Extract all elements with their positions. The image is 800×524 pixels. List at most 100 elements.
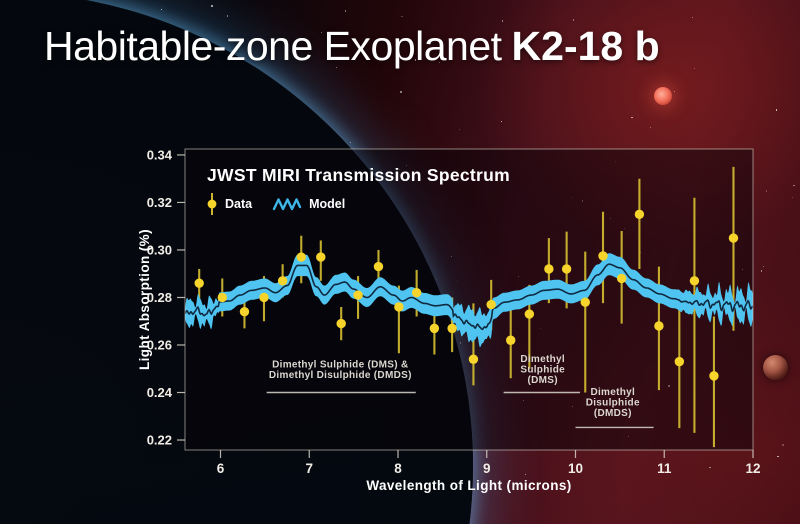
star-dot xyxy=(609,217,611,219)
data-point xyxy=(411,288,422,298)
data-point xyxy=(296,252,306,262)
data-point xyxy=(373,261,384,272)
x-tick-label: 7 xyxy=(305,461,313,476)
x-tick-label: 9 xyxy=(483,461,491,476)
red-dwarf-star-icon xyxy=(654,87,672,105)
star-dot xyxy=(459,342,462,344)
star-dot xyxy=(793,184,795,187)
annotation-line: Dimethyl Sulphide (DMS) & xyxy=(272,360,408,371)
legend-data-label: Data xyxy=(225,197,253,211)
annotation-line: (DMS) xyxy=(527,375,557,386)
model-uncertainty-band xyxy=(185,253,753,348)
data-point xyxy=(353,290,363,300)
star-dot xyxy=(762,265,764,268)
star-dot xyxy=(572,405,574,407)
star-dot xyxy=(344,10,347,12)
star-dot xyxy=(439,62,441,63)
model-band-group xyxy=(185,253,753,348)
star-dot xyxy=(777,455,780,458)
annotation-line: Disulphide xyxy=(586,397,640,408)
y-tick-label: 0.30 xyxy=(147,242,172,257)
star-dot xyxy=(668,385,670,388)
data-point xyxy=(598,251,608,261)
star-dot xyxy=(628,436,629,437)
data-point xyxy=(394,302,404,312)
star-dot xyxy=(335,66,338,69)
x-axis-label: Wavelength of Light (microns) xyxy=(366,478,572,493)
star-dot xyxy=(524,473,526,475)
star-dot xyxy=(406,164,408,166)
chart-title: JWST MIRI Transmission Spectrum xyxy=(207,165,510,185)
annotation-line: Dimethyl xyxy=(520,354,565,365)
data-point xyxy=(561,264,572,274)
data-point xyxy=(468,354,479,364)
star-dot xyxy=(501,121,503,123)
star-dot xyxy=(581,200,584,202)
star-dot xyxy=(693,67,696,69)
page-title-light: Habitable-zone Exoplanet xyxy=(44,23,502,69)
star-dot xyxy=(211,4,213,7)
y-tick-label: 0.24 xyxy=(147,385,173,400)
star-dot xyxy=(781,444,784,447)
annotation-line: Dimethyl xyxy=(590,387,635,398)
star-dot xyxy=(791,196,793,199)
star-dot xyxy=(673,90,675,92)
star-dot xyxy=(517,275,519,278)
star-dot xyxy=(451,256,452,258)
data-point xyxy=(689,276,700,286)
data-point xyxy=(277,276,288,286)
plot-border xyxy=(184,148,754,451)
star-dot xyxy=(628,389,631,392)
x-tick-label: 12 xyxy=(745,461,760,476)
star-dot xyxy=(760,270,762,272)
star-dot xyxy=(625,408,627,409)
data-point xyxy=(259,292,269,303)
y-tick-label: 0.32 xyxy=(147,195,172,210)
data-point xyxy=(217,292,227,303)
x-tick-label: 10 xyxy=(568,461,583,476)
star-dot xyxy=(161,8,162,10)
star-dot xyxy=(765,190,768,192)
data-point xyxy=(239,307,250,317)
star-dot xyxy=(350,141,352,143)
x-tick-label: 11 xyxy=(657,461,672,476)
star-dot xyxy=(456,280,459,283)
star-dot xyxy=(573,19,575,21)
data-point xyxy=(709,371,719,381)
data-point xyxy=(316,252,326,262)
annotation-line: Sulphide xyxy=(520,364,565,375)
x-tick-label: 6 xyxy=(217,461,225,476)
star-dot xyxy=(307,41,309,43)
data-point-icon xyxy=(207,193,217,215)
annotation-line: (DMDS) xyxy=(594,408,632,419)
chart-legend: Data Model xyxy=(206,192,345,216)
star-dot xyxy=(741,268,743,271)
star-dot xyxy=(399,168,401,170)
star-dot xyxy=(400,91,402,93)
star-dot xyxy=(708,466,711,469)
model-wave-icon xyxy=(272,198,302,211)
star-dot xyxy=(320,31,322,33)
star-dot xyxy=(435,278,437,280)
annotation-line: Dimethyl Disulphide (DMDS) xyxy=(269,370,412,381)
data-point xyxy=(674,356,685,367)
legend-model-label: Model xyxy=(309,197,346,211)
star-dot xyxy=(570,196,572,198)
star-dot xyxy=(691,16,694,19)
page-title: Habitable-zone Exoplanet K2-18 b xyxy=(44,23,660,70)
star-dot xyxy=(630,116,633,119)
data-point xyxy=(336,318,346,329)
y-tick-label: 0.34 xyxy=(147,147,173,162)
data-point xyxy=(654,321,664,331)
y-tick-label: 0.22 xyxy=(147,433,172,448)
data-point xyxy=(524,309,535,319)
star-dot xyxy=(775,109,777,111)
star-dot xyxy=(502,20,504,22)
star-dot xyxy=(624,228,626,230)
star-dot xyxy=(614,161,616,163)
page-title-bold: K2-18 b xyxy=(511,23,660,69)
data-point xyxy=(506,335,516,345)
data-point xyxy=(616,273,627,284)
y-tick-label: 0.28 xyxy=(147,290,172,305)
